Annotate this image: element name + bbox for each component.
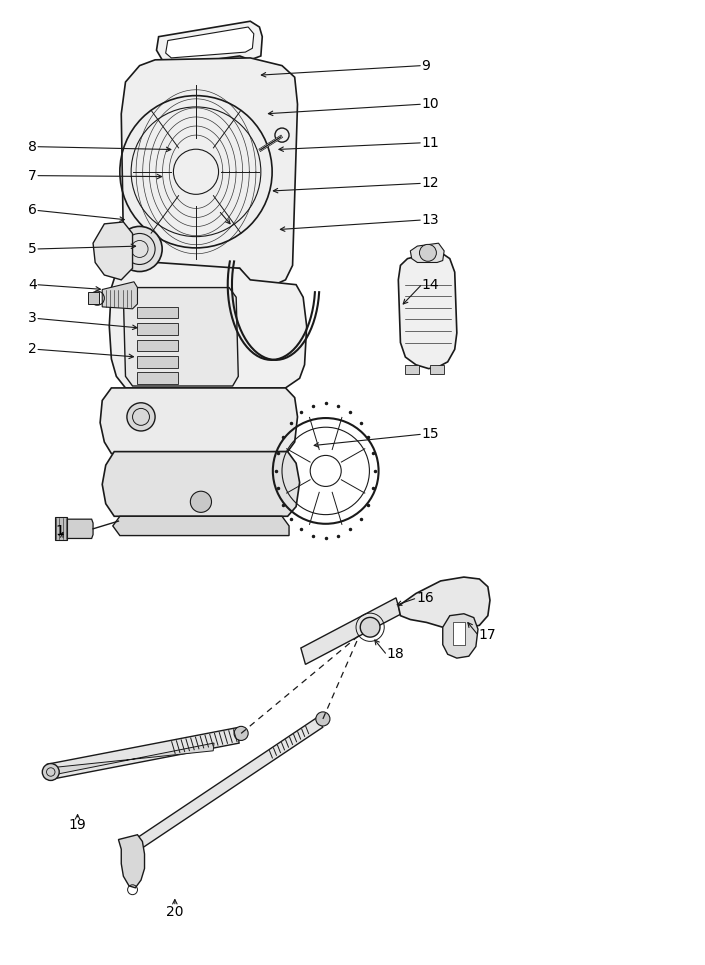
Polygon shape bbox=[430, 365, 444, 374]
Polygon shape bbox=[102, 282, 137, 309]
Polygon shape bbox=[443, 614, 478, 658]
Text: 3: 3 bbox=[28, 312, 37, 325]
Polygon shape bbox=[137, 372, 178, 384]
Text: 9: 9 bbox=[422, 59, 431, 72]
Text: 2: 2 bbox=[28, 343, 37, 356]
Polygon shape bbox=[55, 517, 67, 540]
Polygon shape bbox=[137, 340, 178, 351]
Text: 19: 19 bbox=[68, 818, 87, 833]
Text: 18: 18 bbox=[386, 648, 404, 661]
Polygon shape bbox=[100, 388, 298, 454]
Polygon shape bbox=[166, 27, 254, 58]
Circle shape bbox=[190, 491, 212, 512]
Text: 11: 11 bbox=[422, 136, 439, 150]
Polygon shape bbox=[301, 598, 400, 664]
Text: 16: 16 bbox=[416, 592, 434, 605]
Polygon shape bbox=[102, 452, 300, 516]
Polygon shape bbox=[410, 243, 444, 262]
Text: 1: 1 bbox=[56, 524, 64, 538]
Circle shape bbox=[127, 402, 155, 431]
Text: 17: 17 bbox=[478, 628, 496, 642]
Circle shape bbox=[234, 727, 248, 740]
Polygon shape bbox=[121, 58, 298, 288]
Polygon shape bbox=[88, 292, 99, 304]
Circle shape bbox=[117, 227, 162, 271]
Text: 14: 14 bbox=[422, 278, 439, 291]
Circle shape bbox=[419, 244, 436, 262]
Polygon shape bbox=[405, 365, 419, 374]
Text: 4: 4 bbox=[28, 278, 37, 291]
Polygon shape bbox=[113, 516, 289, 536]
Polygon shape bbox=[157, 21, 262, 66]
Polygon shape bbox=[65, 519, 93, 538]
Polygon shape bbox=[109, 261, 307, 388]
Polygon shape bbox=[118, 835, 145, 888]
Polygon shape bbox=[137, 307, 178, 318]
Polygon shape bbox=[47, 728, 239, 780]
Circle shape bbox=[42, 763, 59, 781]
Polygon shape bbox=[398, 251, 457, 369]
Text: 20: 20 bbox=[166, 905, 183, 920]
Text: 5: 5 bbox=[28, 242, 37, 256]
Text: 7: 7 bbox=[28, 169, 37, 182]
Polygon shape bbox=[398, 577, 490, 629]
Polygon shape bbox=[93, 222, 133, 280]
Text: 15: 15 bbox=[422, 427, 439, 441]
Polygon shape bbox=[137, 356, 178, 368]
Text: 12: 12 bbox=[422, 177, 439, 190]
Circle shape bbox=[360, 618, 380, 637]
Polygon shape bbox=[123, 288, 238, 386]
Polygon shape bbox=[47, 743, 214, 776]
Text: 8: 8 bbox=[27, 140, 37, 153]
Circle shape bbox=[316, 712, 330, 726]
Polygon shape bbox=[137, 323, 178, 335]
Polygon shape bbox=[135, 716, 323, 850]
Text: 10: 10 bbox=[422, 97, 439, 111]
Text: 6: 6 bbox=[27, 204, 37, 217]
Polygon shape bbox=[453, 622, 465, 645]
Text: 13: 13 bbox=[422, 213, 439, 227]
